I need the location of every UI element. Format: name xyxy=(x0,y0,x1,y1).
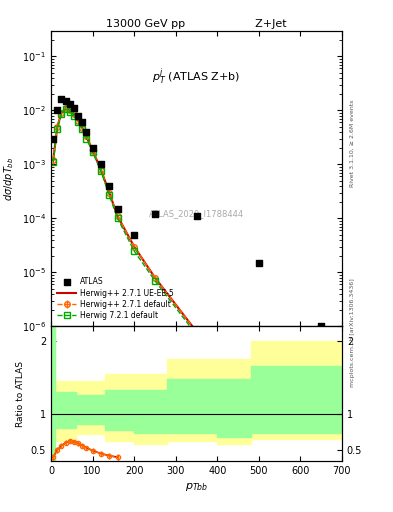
ATLAS xyxy=(106,182,112,190)
Y-axis label: Ratio to ATLAS: Ratio to ATLAS xyxy=(16,360,25,426)
X-axis label: $p_{Tbb}$: $p_{Tbb}$ xyxy=(185,481,208,493)
Y-axis label: $d\sigma/dpT_{bb}$: $d\sigma/dpT_{bb}$ xyxy=(2,157,17,201)
Herwig++ 2.7.1 UE-EE-5 xyxy=(152,274,157,281)
Herwig++ 2.7.1 UE-EE-5 xyxy=(76,117,81,123)
Line: Herwig++ 2.7.1 UE-EE-5: Herwig++ 2.7.1 UE-EE-5 xyxy=(53,108,259,434)
ATLAS xyxy=(71,104,77,112)
ATLAS xyxy=(114,205,121,213)
ATLAS xyxy=(67,100,73,109)
ATLAS xyxy=(131,230,137,239)
ATLAS xyxy=(152,210,158,218)
Herwig++ 2.7.1 UE-EE-5 xyxy=(115,213,120,219)
Herwig++ 2.7.1 UE-EE-5 xyxy=(132,244,136,250)
ATLAS xyxy=(318,323,324,331)
ATLAS xyxy=(58,95,64,103)
ATLAS xyxy=(50,135,56,143)
ATLAS xyxy=(79,118,85,126)
Herwig++ 2.7.1 UE-EE-5 xyxy=(90,147,95,154)
ATLAS xyxy=(62,97,69,105)
Herwig++ 2.7.1 UE-EE-5 xyxy=(59,110,64,116)
Herwig++ 2.7.1 UE-EE-5 xyxy=(257,431,261,437)
Herwig++ 2.7.1 UE-EE-5 xyxy=(55,123,60,130)
ATLAS xyxy=(75,112,81,120)
Text: Rivet 3.1.10, ≥ 2.6M events: Rivet 3.1.10, ≥ 2.6M events xyxy=(350,100,355,187)
Herwig++ 2.7.1 UE-EE-5 xyxy=(84,134,89,140)
Title: 13000 GeV pp                    Z+Jet: 13000 GeV pp Z+Jet xyxy=(106,18,287,29)
Herwig++ 2.7.1 UE-EE-5 xyxy=(194,329,199,335)
ATLAS xyxy=(256,259,262,267)
Text: $p_T^j$ (ATLAS Z+b): $p_T^j$ (ATLAS Z+b) xyxy=(152,66,241,87)
Herwig++ 2.7.1 UE-EE-5 xyxy=(68,108,72,114)
Herwig++ 2.7.1 UE-EE-5 xyxy=(107,189,112,196)
ATLAS xyxy=(98,160,104,168)
Herwig++ 2.7.1 UE-EE-5 xyxy=(99,166,103,173)
Herwig++ 2.7.1 UE-EE-5 xyxy=(80,124,84,131)
ATLAS xyxy=(193,212,200,220)
Text: mcplots.cern.ch [arXiv:1306.3436]: mcplots.cern.ch [arXiv:1306.3436] xyxy=(350,279,355,387)
Herwig++ 2.7.1 UE-EE-5 xyxy=(51,157,55,163)
ATLAS xyxy=(90,144,96,152)
ATLAS xyxy=(54,106,61,115)
Herwig++ 2.7.1 UE-EE-5 xyxy=(63,105,68,111)
Text: ATLAS_2020_I1788444: ATLAS_2020_I1788444 xyxy=(149,209,244,219)
ATLAS xyxy=(83,128,90,136)
Legend: ATLAS, Herwig++ 2.7.1 UE-EE-5, Herwig++ 2.7.1 default, Herwig 7.2.1 default: ATLAS, Herwig++ 2.7.1 UE-EE-5, Herwig++ … xyxy=(55,275,176,323)
Herwig++ 2.7.1 UE-EE-5 xyxy=(72,111,76,117)
